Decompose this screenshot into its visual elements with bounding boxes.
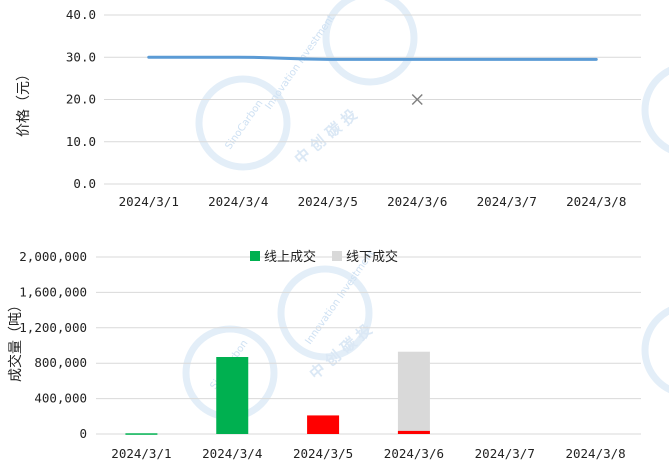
volume-y-ticks: 0 400,000 800,000 1,200,000 1,600,000 2,000,0… (19, 249, 87, 441)
watermark-tagline: Innovation Investment (263, 13, 337, 112)
volume-y-axis-label: 成交量（吨） (7, 298, 24, 382)
y-tick-label: 400,000 (34, 391, 87, 406)
volume-bar (125, 433, 158, 435)
price-marker-x (411, 94, 423, 105)
x-tick-label: 2024/3/8 (566, 194, 626, 209)
y-tick-label: 20.0 (66, 92, 96, 107)
watermark-ring (195, 75, 291, 171)
watermark-chinese: 中 创 碳 投 (291, 106, 361, 168)
legend-item: 线下成交 (332, 249, 398, 265)
x-tick-label: 2024/3/8 (565, 446, 625, 461)
volume-bars (125, 351, 430, 435)
x-tick-label: 2024/3/4 (202, 446, 262, 461)
x-tick-label: 2024/3/6 (387, 194, 447, 209)
price-series (147, 55, 598, 61)
price-gridlines (104, 14, 641, 185)
y-tick-label: 800,000 (34, 355, 87, 370)
y-tick-label: 1,600,000 (19, 284, 87, 299)
y-tick-label: 2,000,000 (19, 249, 87, 264)
watermark-ring (641, 306, 669, 394)
y-tick-label: 30.0 (66, 49, 96, 64)
legend-label: 线上成交 (264, 249, 316, 265)
legend-swatch (250, 251, 260, 261)
volume-bar-chart: 0 400,000 800,000 1,200,000 1,600,000 2,000,0… (7, 249, 641, 461)
volume-bar (397, 351, 430, 434)
y-tick-label: 0 (79, 426, 87, 441)
y-tick-label: 40.0 (66, 7, 96, 22)
price-markers (411, 94, 423, 105)
volume-gridlines (96, 256, 641, 435)
watermark-brand: SinoCarbon (223, 98, 265, 152)
y-tick-label: 10.0 (66, 134, 96, 149)
x-tick-label: 2024/3/7 (477, 194, 537, 209)
watermark-ring (322, 0, 418, 86)
watermark-ring (641, 66, 669, 154)
x-tick-label: 2024/3/7 (475, 446, 535, 461)
x-tick-label: 2024/3/5 (298, 194, 358, 209)
x-tick-label: 2024/3/4 (208, 194, 268, 209)
volume-bar-highlight (397, 430, 430, 434)
volume-bar (216, 357, 249, 434)
price-x-ticks: 2024/3/1 2024/3/4 2024/3/5 2024/3/6 2024/3/7… (119, 194, 627, 209)
y-tick-label: 0.0 (73, 176, 96, 191)
price-line-chart: 0.010.020.030.040.0 2024/3/1 2024/3/4 2024… (16, 7, 641, 209)
legend-item: 线上成交 (250, 249, 316, 265)
volume-x-ticks: 2024/3/1 2024/3/4 2024/3/5 2024/3/6 2024/3/7… (111, 446, 625, 461)
watermark-ring (277, 265, 373, 361)
price-y-ticks: 0.0 10.0 20.0 30.0 40.0 (66, 7, 96, 191)
volume-bar-highlight (307, 415, 340, 434)
x-tick-label: 2024/3/6 (384, 446, 444, 461)
price-line (147, 55, 598, 61)
y-tick-label: 1,200,000 (19, 320, 87, 335)
volume-legend: 线上成交 线下成交 (250, 249, 398, 265)
legend-label: 线下成交 (346, 249, 398, 265)
legend-swatch (332, 251, 342, 261)
x-tick-label: 2024/3/1 (119, 194, 179, 209)
x-tick-label: 2024/3/1 (111, 446, 171, 461)
x-tick-label: 2024/3/5 (293, 446, 353, 461)
price-y-axis-label: 价格（元） (16, 67, 32, 137)
